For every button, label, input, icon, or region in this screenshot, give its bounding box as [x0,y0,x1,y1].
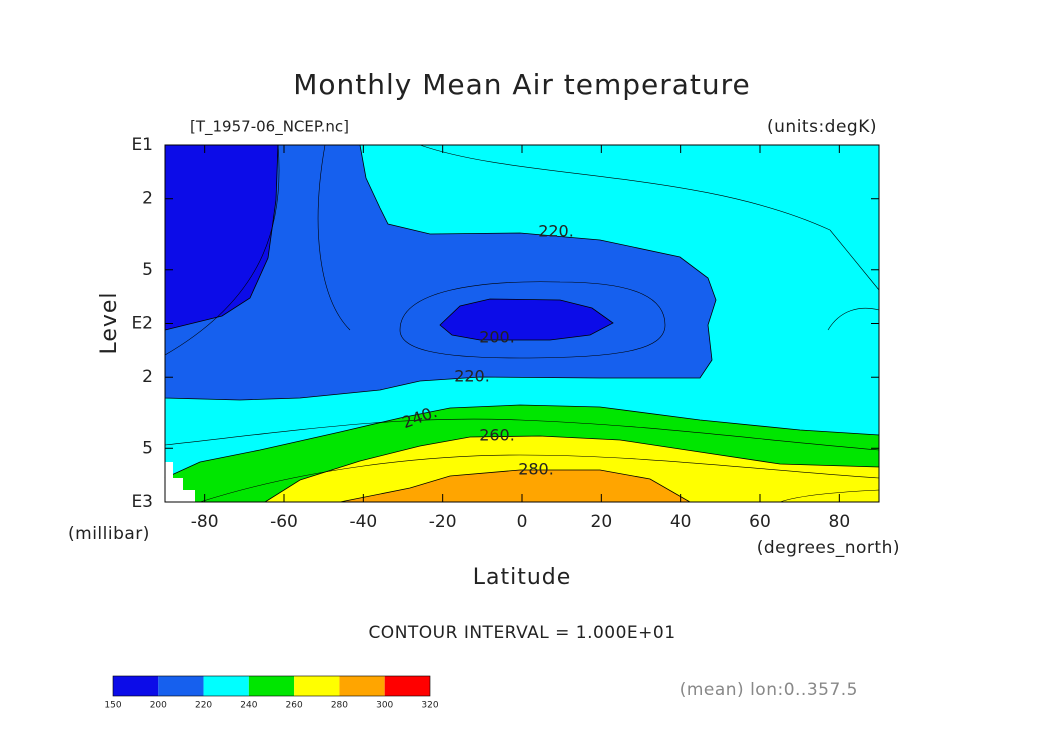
x-tick-label: -40 [349,512,377,532]
colorbar-swatch [339,676,385,696]
colorbar-label: 280 [331,701,348,711]
colorbar: 150 200 220 240 260 280 300 320 [104,675,439,711]
colorbar-label: 300 [376,701,393,711]
colorbar-swatch [113,676,159,696]
contour-label: 200. [479,328,515,347]
y-tick-label: E3 [131,492,153,512]
colorbar-label: 200 [150,701,167,711]
units-label: (units:degK) [767,117,877,137]
x-tick-label: -80 [191,512,219,532]
contour-line [827,307,880,331]
contour-label: 220. [538,222,574,241]
colorbar-label: 320 [421,701,438,711]
y-tick-label: 5 [142,438,153,458]
colorbar-swatch [294,676,340,696]
contour-interval: CONTOUR INTERVAL = 1.000E+01 [368,623,675,643]
colorbar-label: 260 [286,701,303,711]
contour-line [399,281,666,359]
contour-label: 260. [479,426,515,445]
y-tick-label: 5 [142,260,153,280]
x-tick-label: -60 [270,512,298,532]
chart-title: Monthly Mean Air temperature [293,68,751,101]
colorbar-label: 150 [104,701,121,711]
contour-region [439,298,614,341]
y-tick-label: E1 [131,135,153,155]
colorbar-swatch [248,676,295,696]
x-axis-label: Latitude [473,565,572,590]
colorbar-swatch [158,676,204,696]
contour-line [419,144,880,291]
colorbar-label: 240 [240,701,257,711]
x-tick-label: 0 [517,512,528,532]
y-tick-label: 2 [142,189,153,209]
contour-line [164,144,280,356]
contour-line [779,489,880,503]
contour-label: 220. [454,367,490,386]
contour-label: 280. [518,460,554,479]
colorbar-label: 220 [195,701,212,711]
y-units-label: (millibar) [68,524,150,544]
colorbar-swatch [203,676,249,696]
x-tick-label: 40 [670,512,692,532]
contour-line [317,144,351,331]
missing-data [165,462,173,502]
contour-region [339,469,692,503]
x-tick-label: -20 [429,512,457,532]
contour-region [164,144,279,331]
x-tick-label: 80 [829,512,851,532]
colorbar-frame [112,675,431,697]
x-tick-label: 60 [749,512,771,532]
contour-line [164,418,880,451]
missing-data [183,490,195,502]
note: (mean) lon:0..357.5 [680,680,858,700]
contour-line [199,454,880,503]
dataset-label: [T_1957-06_NCEP.nc] [190,118,349,137]
colorbar-swatch [384,676,430,696]
plot-area [164,144,880,503]
y-tick-label: E2 [131,314,153,334]
missing-data [173,478,183,502]
x-units-label: (degrees_north) [757,538,900,558]
y-axis-label: Level [97,291,122,354]
x-tick-label: 20 [591,512,613,532]
y-tick-label: 2 [142,367,153,387]
